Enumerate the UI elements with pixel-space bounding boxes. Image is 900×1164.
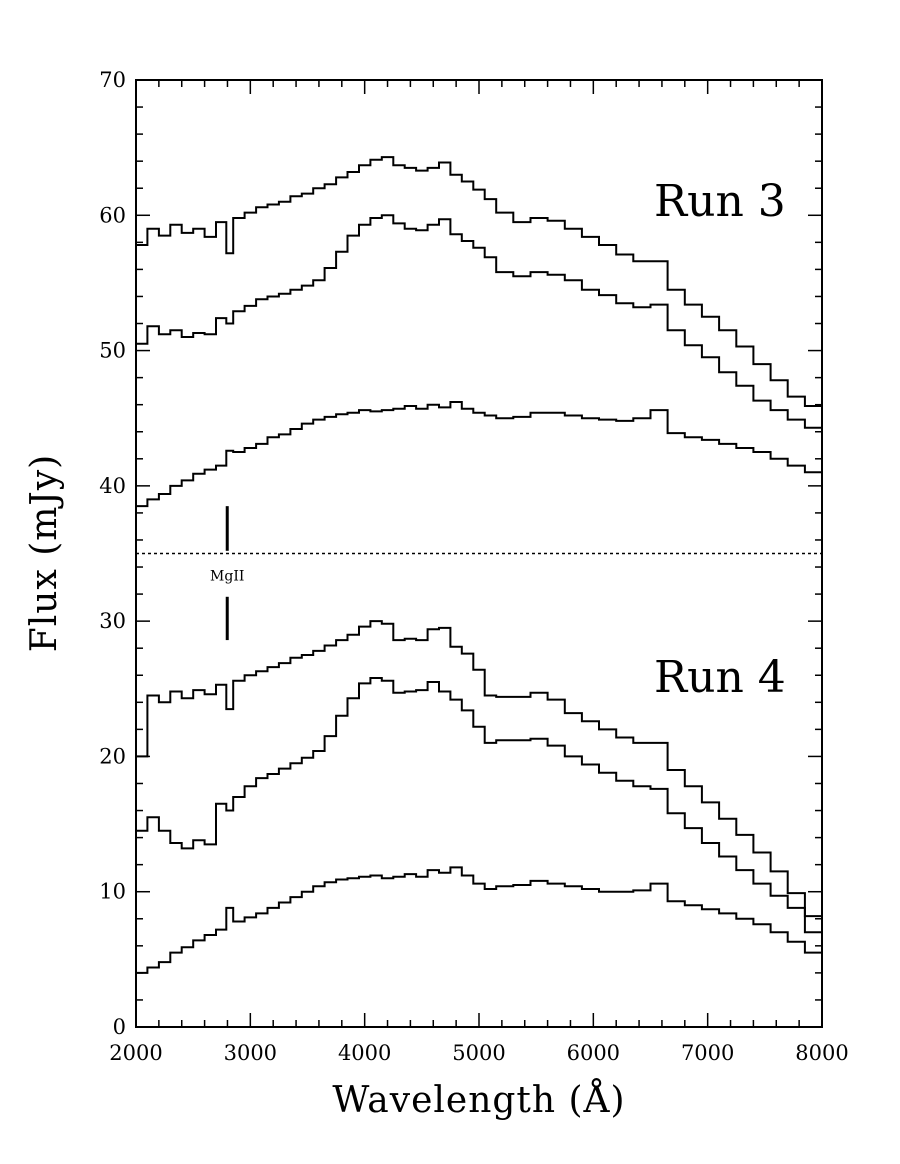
x-tick-label: 8000 — [795, 1041, 848, 1065]
y-axis-title: Flux (mJy) — [24, 454, 65, 652]
spectrum-series-5 — [136, 677, 822, 934]
x-tick-label: 5000 — [452, 1041, 505, 1065]
spectrum-series-4 — [136, 620, 823, 919]
y-tick-label: 0 — [113, 1015, 126, 1039]
y-tick-label: 50 — [99, 339, 126, 363]
spectrum-series-2 — [136, 214, 822, 429]
run4-label: Run 4 — [654, 652, 786, 703]
y-tick-label: 20 — [99, 744, 126, 768]
y-tick-label: 30 — [99, 609, 126, 633]
spectrum-series-3 — [136, 401, 822, 508]
mgii-label: MgII — [210, 569, 244, 585]
series-layer — [136, 156, 823, 974]
axis-ticks: 2000 3000 4000 5000 6000 7000 8000 0 10 20 30 40 50 6… — [99, 68, 848, 1065]
x-axis-title: Wavelength (Å) — [332, 1079, 625, 1121]
y-tick-label: 60 — [99, 203, 126, 227]
x-tick-label: 3000 — [224, 1041, 277, 1065]
x-tick-label: 2000 — [109, 1041, 162, 1065]
spectrum-series-1 — [136, 156, 823, 408]
run3-label: Run 3 — [654, 176, 786, 227]
x-tick-label: 6000 — [567, 1041, 620, 1065]
x-tick-label: 4000 — [338, 1041, 391, 1065]
x-tick-label: 7000 — [681, 1041, 734, 1065]
spectrum-series-6 — [136, 866, 823, 974]
y-tick-label: 10 — [99, 880, 126, 904]
y-tick-label: 70 — [99, 68, 126, 92]
y-tick-label: 40 — [99, 474, 126, 498]
